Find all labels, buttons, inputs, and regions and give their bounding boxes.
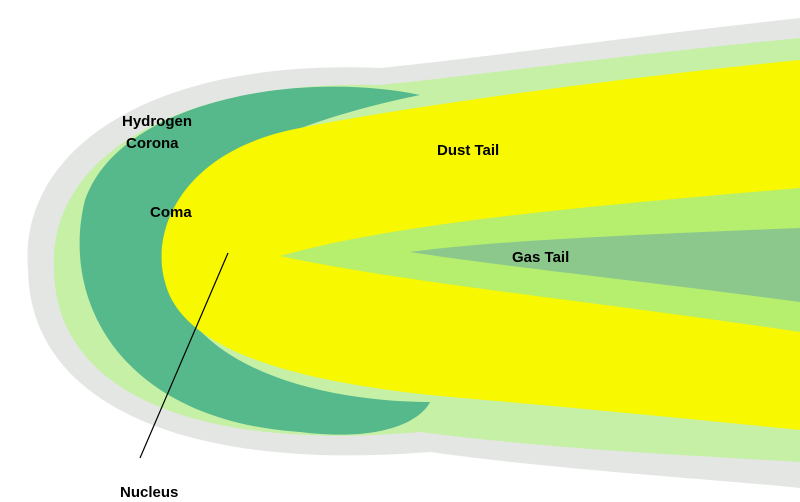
label: Gas Tail [512,249,569,266]
label: Hydrogen [122,113,192,130]
label: Nucleus [120,484,178,501]
comet-diagram: Hydrogen Corona Coma Dust Tail Gas Tail Nucle… [0,0,800,502]
label: Coma [150,204,192,221]
label: Dust Tail [437,142,499,159]
label: Corona [126,135,179,152]
